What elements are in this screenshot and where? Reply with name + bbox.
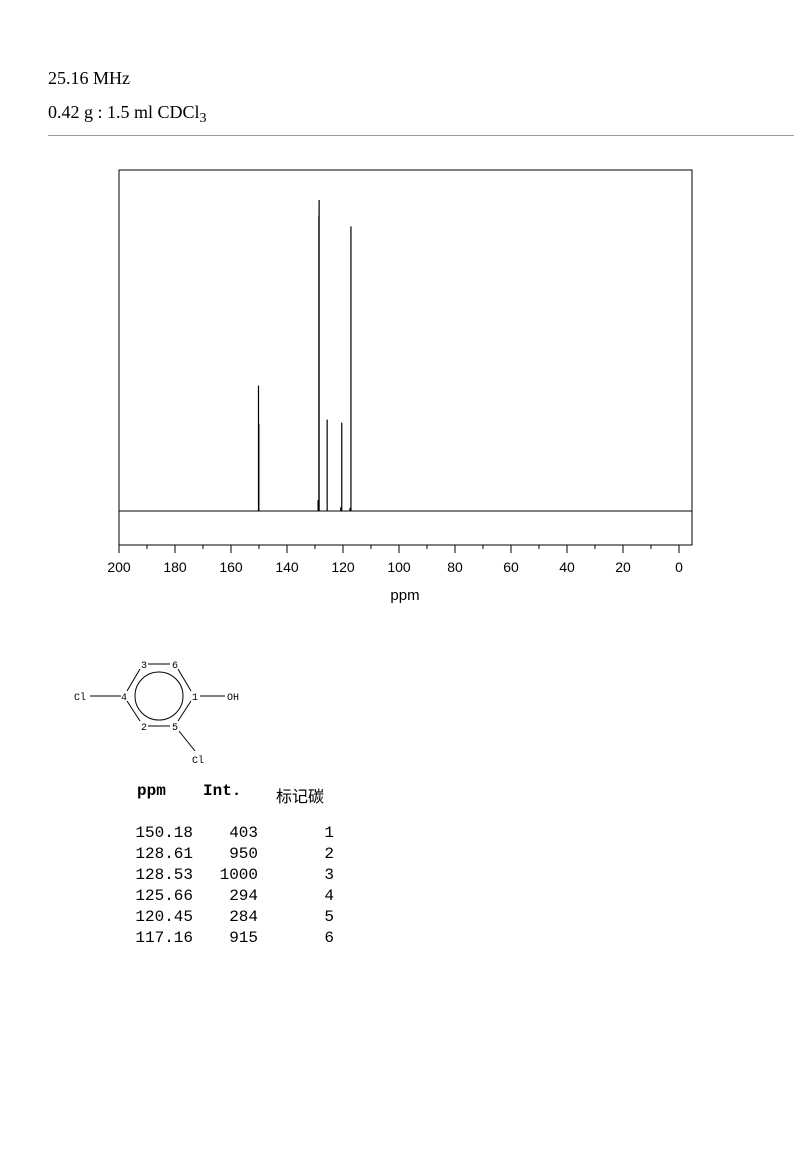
table-cell-ppm: 150.18 <box>135 824 193 842</box>
table-cell-ppm: 128.61 <box>135 845 193 863</box>
peak-group <box>257 200 352 511</box>
table-cell-ppm: 128.53 <box>135 866 193 884</box>
table-cell-intensity: 284 <box>229 908 258 926</box>
table-cell-ppm: 125.66 <box>135 887 193 905</box>
atom-label-4: 4 <box>121 693 127 704</box>
x-tick-label: 120 <box>331 559 355 575</box>
table-cell-intensity: 950 <box>229 845 258 863</box>
table-cell-ppm: 120.45 <box>135 908 193 926</box>
x-tick-label: 40 <box>559 559 575 575</box>
sample-description: 0.42 g : 1.5 ml CDCl3 <box>48 102 207 126</box>
atom-label-1: 1 <box>192 693 198 704</box>
atom-label-6: 6 <box>172 661 178 672</box>
x-tick-label: 100 <box>387 559 411 575</box>
structure-diagram: 3 6 1 4 2 5 Cl OH Cl <box>74 661 239 767</box>
table-cell-carbon: 4 <box>324 887 334 905</box>
plot-frame <box>118 169 693 546</box>
x-tick-label: 80 <box>447 559 463 575</box>
atom-label-5: 5 <box>172 723 178 734</box>
sample-main-text: 0.42 g : 1.5 ml CDCl <box>48 102 200 122</box>
table-cell-intensity: 294 <box>229 887 258 905</box>
x-tick-label: 200 <box>107 559 131 575</box>
x-tick-label: 0 <box>675 559 683 575</box>
table-cell-intensity: 403 <box>229 824 258 842</box>
table-header-intensity: Int. <box>203 782 242 800</box>
table-cell-intensity: 1000 <box>219 866 258 884</box>
x-axis-ticks <box>118 545 680 553</box>
x-tick-label: 20 <box>615 559 631 575</box>
table-cell-carbon: 2 <box>324 845 334 863</box>
bond-6-1 <box>177 668 192 692</box>
table-cell-carbon: 1 <box>324 824 334 842</box>
sample-subscript: 3 <box>199 111 207 126</box>
bond-1-5 <box>177 700 192 722</box>
bond-5-cl <box>178 730 196 752</box>
table-cell-ppm: 117.16 <box>135 929 193 947</box>
x-tick-label: 60 <box>503 559 519 575</box>
aromatic-ring-circle <box>134 671 184 721</box>
spectrometer-frequency: 25.16 MHz <box>48 68 130 88</box>
header-divider <box>48 135 794 136</box>
x-axis-label: ppm <box>390 587 419 604</box>
atom-label-2: 2 <box>141 723 147 734</box>
table-cell-carbon: 3 <box>324 866 334 884</box>
table-cell-carbon: 6 <box>324 929 334 947</box>
table-cell-carbon: 5 <box>324 908 334 926</box>
x-tick-label: 140 <box>275 559 299 575</box>
table-cell-intensity: 915 <box>229 929 258 947</box>
chlorine-label-4: Cl <box>74 692 86 704</box>
x-tick-label: 180 <box>163 559 187 575</box>
table-header-carbon: 标记碳 <box>276 787 325 806</box>
nmr-spectrum-chart: 200 180 160 140 120 100 80 60 40 20 0 ppm <box>107 169 693 604</box>
bond-2-4 <box>126 700 141 722</box>
atom-label-3: 3 <box>141 661 147 672</box>
bond-4-3 <box>126 668 141 692</box>
hydroxyl-label: OH <box>227 693 239 704</box>
table-header-ppm: ppm <box>137 782 166 800</box>
chlorine-label-5: Cl <box>192 755 204 767</box>
x-axis-tick-labels: 200 180 160 140 120 100 80 60 40 20 0 <box>107 559 683 575</box>
x-tick-label: 160 <box>219 559 243 575</box>
